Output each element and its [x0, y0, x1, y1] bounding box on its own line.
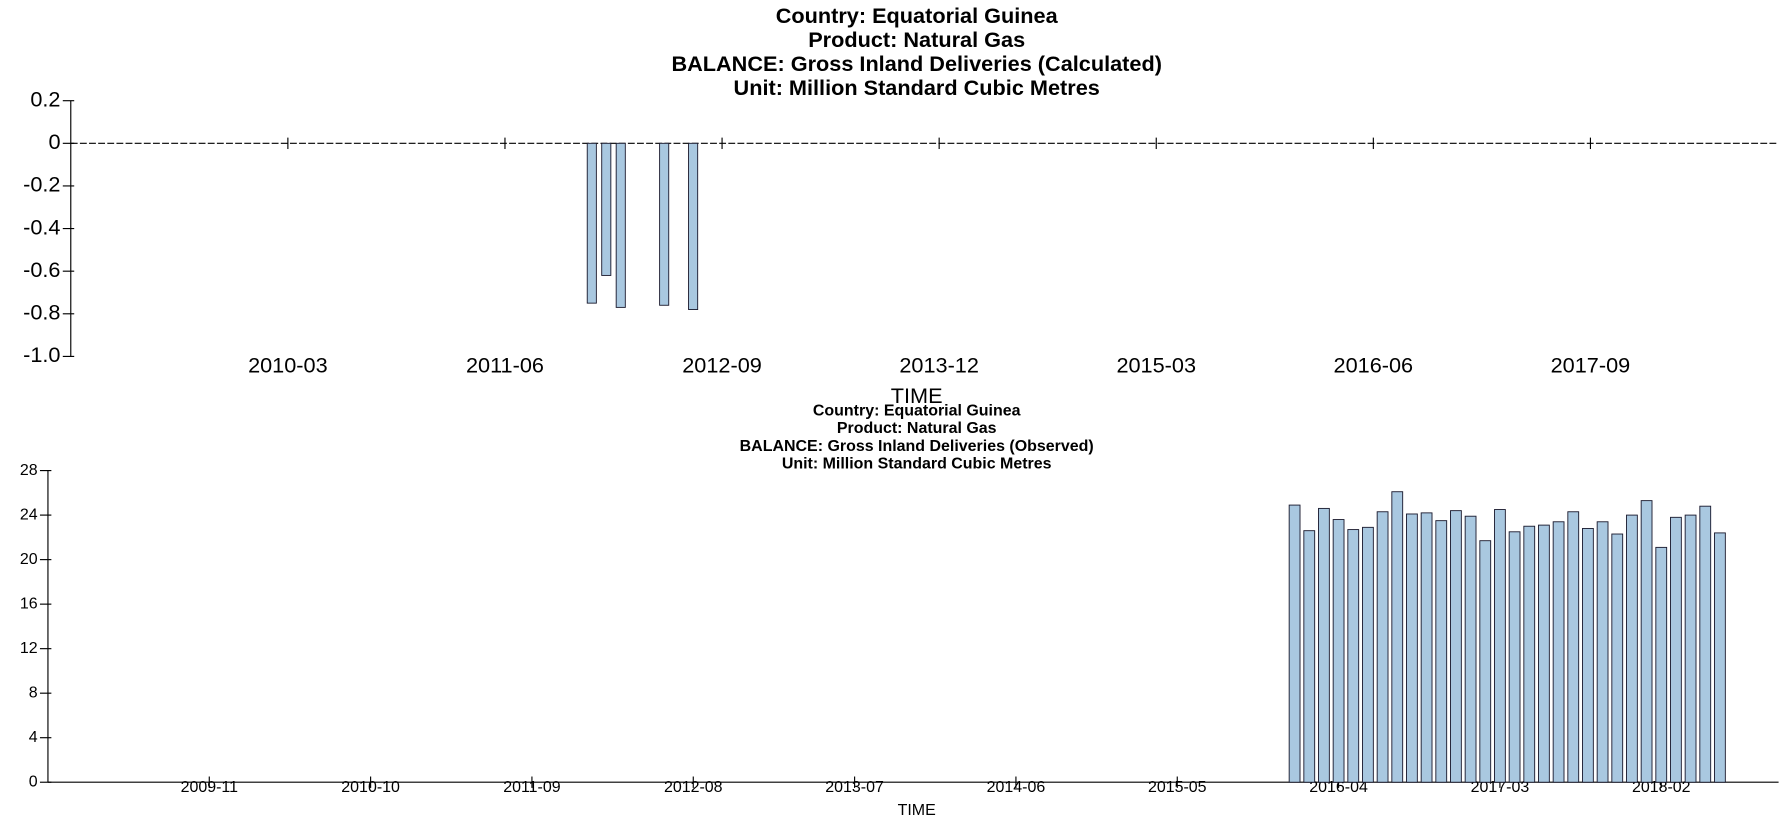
chart-title: Country: Equatorial Guinea — [813, 402, 1021, 419]
bar — [1714, 532, 1726, 783]
bar — [1582, 527, 1594, 783]
y-tick-label: 24 — [20, 506, 38, 523]
y-tick-label: 28 — [20, 462, 38, 479]
bar — [1303, 530, 1316, 783]
chart-title: Product: Natural Gas — [808, 27, 1025, 52]
x-tick-label: 2011-09 — [503, 779, 561, 796]
y-tick-label: -0.8 — [23, 300, 60, 325]
bar — [1699, 505, 1712, 783]
x-tick-label: 2010-03 — [248, 352, 328, 377]
x-tick-label: 2010-10 — [341, 779, 400, 796]
bar — [1611, 533, 1624, 783]
bar — [601, 142, 612, 276]
x-axis-label: TIME — [898, 802, 936, 819]
y-tick-label: 8 — [29, 684, 38, 701]
x-axis-label: TIME — [891, 383, 943, 408]
x-tick-label: 2011-06 — [466, 352, 544, 377]
y-tick-label: 0 — [29, 773, 38, 790]
y-tick-label: -0.2 — [23, 172, 60, 197]
bar — [1288, 504, 1301, 783]
y-tick-label: 16 — [20, 595, 38, 612]
y-tick-label: 20 — [20, 551, 38, 568]
y-tick-label: -0.4 — [23, 214, 60, 239]
chart-title: Country: Equatorial Guinea — [776, 3, 1059, 28]
y-tick-label: 0.2 — [30, 86, 60, 111]
bar — [1391, 491, 1404, 783]
x-tick-label: 2013-12 — [899, 352, 979, 377]
x-tick-label: 2012-08 — [664, 779, 723, 796]
y-tick-label: -0.6 — [23, 257, 60, 282]
x-tick-label: 2015-03 — [1116, 352, 1196, 377]
x-tick-label: 2017-09 — [1551, 352, 1631, 377]
chart-title: Unit: Million Standard Cubic Metres — [782, 456, 1052, 473]
x-tick-label: 2009-11 — [181, 779, 239, 796]
x-tick-label: 2017-03 — [1471, 779, 1530, 796]
x-tick-label: 2016-06 — [1334, 352, 1414, 377]
bar — [1508, 531, 1521, 783]
bar — [1332, 519, 1345, 783]
x-tick-label: 2013-07 — [825, 779, 884, 796]
bar — [586, 142, 597, 304]
bar — [1479, 540, 1492, 783]
bar — [1406, 513, 1418, 783]
bar — [1626, 514, 1638, 783]
bar — [1318, 507, 1330, 783]
y-tick-label: 12 — [20, 640, 38, 657]
bar — [1684, 514, 1697, 783]
bar — [659, 142, 670, 306]
x-tick-label: 2012-09 — [682, 352, 762, 377]
bar — [1523, 525, 1536, 783]
y-tick-label: -1.0 — [23, 342, 60, 367]
y-tick-label: 0 — [48, 129, 60, 154]
bar — [688, 142, 699, 310]
bar — [1376, 511, 1389, 783]
bar — [1420, 512, 1433, 783]
bar — [1538, 524, 1550, 783]
chart-title: BALANCE: Gross Inland Deliveries (Calcul… — [671, 51, 1162, 76]
bar — [1435, 520, 1448, 783]
bar — [1494, 509, 1506, 783]
bar — [1552, 521, 1565, 783]
chart-title: BALANCE: Gross Inland Deliveries (Observ… — [740, 438, 1094, 455]
chart-title: Product: Natural Gas — [837, 420, 997, 437]
y-tick-label: 4 — [29, 729, 38, 746]
x-tick-label: 2014-06 — [987, 779, 1046, 796]
bar — [1670, 516, 1682, 783]
bar — [1567, 511, 1580, 783]
x-tick-label: 2015-05 — [1148, 779, 1207, 796]
x-tick-label: 2018-02 — [1632, 779, 1691, 796]
bar — [1640, 500, 1653, 783]
chart-title: Unit: Million Standard Cubic Metres — [734, 75, 1100, 100]
bar — [1655, 546, 1668, 783]
bar — [1347, 529, 1360, 783]
bar — [1450, 510, 1462, 783]
bar — [1596, 521, 1609, 783]
bar — [1362, 526, 1374, 783]
bar — [1464, 515, 1477, 783]
bar — [615, 142, 626, 308]
x-tick-label: 2016-04 — [1309, 779, 1368, 796]
